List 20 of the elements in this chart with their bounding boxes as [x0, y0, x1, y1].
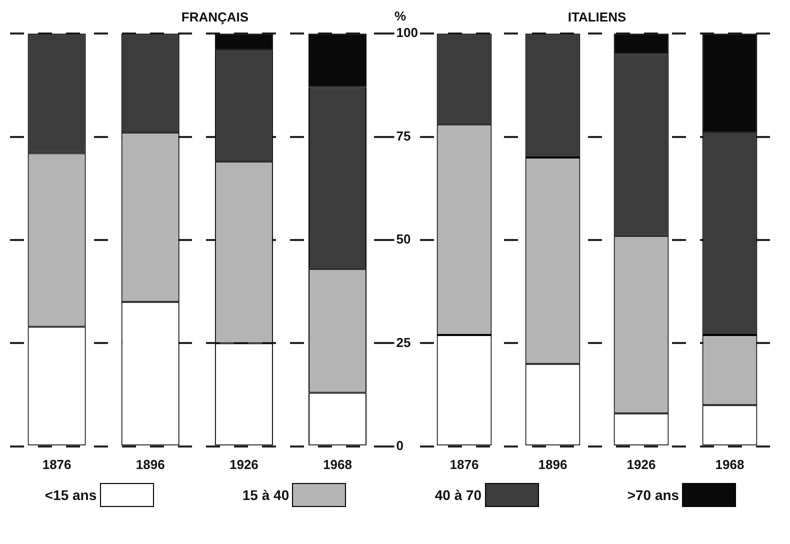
x-tick-label: 1896 [136, 456, 165, 472]
x-tick-label: 1876 [42, 456, 72, 472]
x-tick-label: 1926 [229, 456, 258, 472]
y-tick-label: 100 [396, 25, 418, 40]
x-tick-label: 1926 [626, 456, 656, 472]
chart-title: ITALIENS [568, 9, 626, 24]
y-tick-label: 50 [396, 232, 411, 247]
y-tick-label: 75 [396, 128, 411, 144]
x-tick-label: 1968 [323, 456, 352, 472]
x-tick-label: 1876 [450, 456, 479, 472]
y-tick-label: 0 [396, 438, 404, 453]
y-tick-label: 25 [396, 334, 411, 350]
y-axis-title: % [394, 8, 407, 24]
x-tick-label: 1968 [715, 456, 744, 472]
chart-title: FRANÇAIS [181, 9, 249, 24]
legend-label: 40 à 70 [434, 487, 482, 503]
legend-label: <15 ans [44, 487, 97, 503]
legend-label: >70 ans [627, 487, 680, 503]
x-tick-label: 1896 [538, 456, 568, 472]
legend-label: 15 à 40 [242, 487, 290, 503]
